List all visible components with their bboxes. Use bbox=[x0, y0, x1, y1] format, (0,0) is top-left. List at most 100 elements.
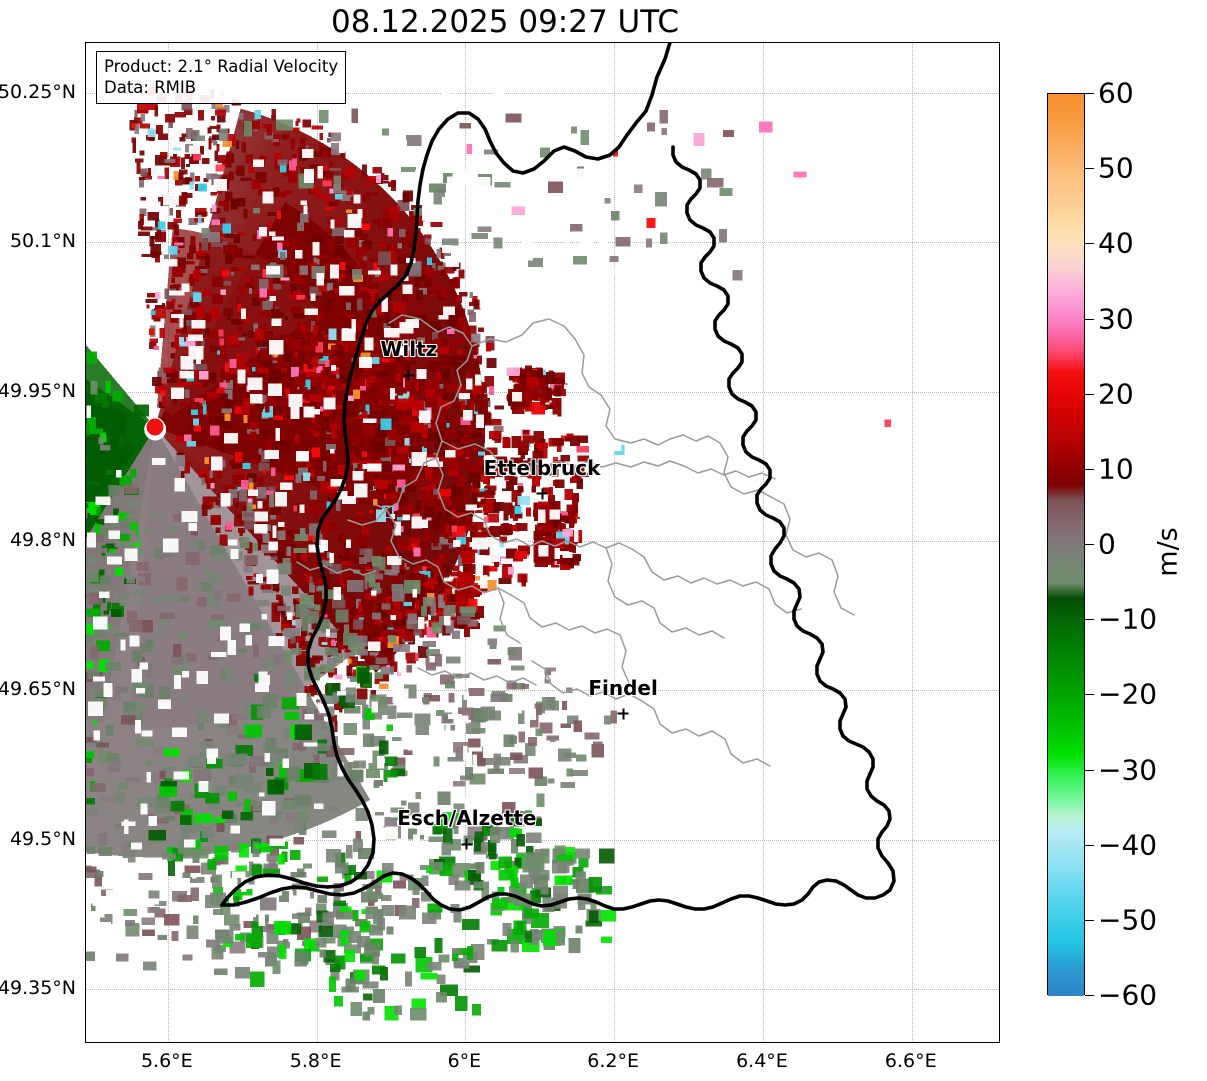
map-plot-area: Wiltz Ettelbruck Findel Esch/Alzette Produc… bbox=[86, 43, 999, 1042]
latitude-tick-label: 49.5°N bbox=[9, 827, 76, 850]
longitude-tick-label: 6.2°E bbox=[587, 1050, 640, 1072]
colorbar-segment bbox=[1048, 830, 1084, 861]
radar-site-marker bbox=[146, 418, 164, 436]
colorbar-tick bbox=[1085, 393, 1094, 395]
colorbar-tick-label: 20 bbox=[1098, 377, 1134, 411]
colorbar-tick-label: −10 bbox=[1098, 602, 1158, 636]
colorbar-segment bbox=[1048, 296, 1084, 312]
colorbar-segment bbox=[1048, 537, 1084, 561]
colorbar-segment bbox=[1048, 439, 1084, 463]
colorbar-segment bbox=[1048, 259, 1084, 275]
city-marker-findel bbox=[617, 708, 629, 720]
colorbar[interactable] bbox=[1047, 93, 1085, 996]
latitude-tick-label: 49.95°N bbox=[0, 379, 76, 402]
city-label-findel: Findel bbox=[588, 675, 658, 700]
colorbar-segment bbox=[1048, 372, 1084, 395]
colorbar-tick-label: 40 bbox=[1098, 226, 1134, 260]
city-label-ettelbruck: Ettelbruck bbox=[483, 455, 601, 480]
colorbar-segment bbox=[1048, 642, 1084, 673]
longitude-tick-label: 6.6°E bbox=[884, 1050, 937, 1072]
colorbar-segment bbox=[1048, 94, 1084, 125]
colorbar-tick-label: 30 bbox=[1098, 302, 1134, 335]
city-marker-ettelbruck bbox=[536, 488, 548, 500]
colorbar-tick-label: −20 bbox=[1098, 677, 1158, 711]
colorbar-tick bbox=[1085, 619, 1094, 621]
colorbar-segment bbox=[1048, 860, 1084, 891]
colorbar-title: m/s bbox=[1152, 527, 1184, 577]
colorbar-segment bbox=[1048, 980, 1084, 996]
colorbar-segment bbox=[1048, 499, 1084, 523]
colorbar-segment bbox=[1048, 815, 1084, 831]
colorbar-tick bbox=[1085, 995, 1094, 996]
colorbar-tick bbox=[1085, 769, 1094, 771]
colorbar-tick bbox=[1085, 844, 1094, 846]
colorbar-segment bbox=[1048, 357, 1084, 373]
colorbar-segment bbox=[1048, 672, 1084, 703]
colorbar-segment bbox=[1048, 342, 1084, 358]
colorbar-segment bbox=[1048, 732, 1084, 756]
latitude-tick-label: 50.1°N bbox=[9, 230, 76, 253]
colorbar-segment bbox=[1048, 327, 1084, 343]
page-title: 08.12.2025 09:27 UTC bbox=[331, 4, 679, 40]
colorbar-segment bbox=[1048, 214, 1084, 237]
colorbar-segment bbox=[1048, 124, 1084, 155]
product-line: Product: 2.1° Radial Velocity bbox=[104, 57, 339, 76]
colorbar-segment bbox=[1048, 184, 1084, 215]
colorbar-tick-label: −40 bbox=[1098, 828, 1158, 862]
latitude-tick-label: 50.25°N bbox=[0, 80, 76, 103]
colorbar-segment bbox=[1048, 484, 1084, 500]
city-label-wiltz: Wiltz bbox=[380, 337, 438, 362]
colorbar-tick bbox=[1085, 318, 1094, 320]
latitude-tick-label: 49.65°N bbox=[0, 678, 76, 701]
longitude-tick-label: 6°E bbox=[447, 1050, 482, 1072]
colorbar-segment bbox=[1048, 394, 1084, 418]
colorbar-segment bbox=[1048, 597, 1084, 621]
colorbar-segment bbox=[1048, 920, 1084, 944]
colorbar-segment bbox=[1048, 965, 1084, 981]
colorbar-segment bbox=[1048, 417, 1084, 440]
colorbar-tick-label: 60 bbox=[1098, 76, 1134, 110]
colorbar-segment bbox=[1048, 560, 1084, 583]
colorbar-segment bbox=[1048, 311, 1084, 327]
colorbar-tick-label: 10 bbox=[1098, 452, 1134, 486]
colorbar-tick bbox=[1085, 919, 1094, 921]
data-source-line: Data: RMIB bbox=[104, 78, 197, 98]
colorbar-segment bbox=[1048, 702, 1084, 733]
colorbar-segment bbox=[1048, 620, 1084, 643]
colorbar-segment bbox=[1048, 236, 1084, 260]
product-info-box: Product: 2.1° Radial Velocity Data: RMIB bbox=[96, 51, 347, 105]
colorbar-tick bbox=[1085, 544, 1094, 545]
longitude-tick-label: 5.8°E bbox=[289, 1050, 342, 1072]
colorbar-segment bbox=[1048, 274, 1084, 297]
colorbar-tick bbox=[1085, 93, 1094, 94]
colorbar-tick bbox=[1085, 168, 1094, 170]
colorbar-segment bbox=[1048, 522, 1084, 538]
colorbar-tick-label: −60 bbox=[1098, 978, 1158, 1012]
colorbar-segment bbox=[1048, 154, 1084, 185]
colorbar-segment bbox=[1048, 462, 1084, 485]
radar-echo-layer bbox=[86, 50, 891, 1021]
colorbar-segment bbox=[1048, 755, 1084, 778]
longitude-tick-label: 5.6°E bbox=[140, 1050, 193, 1072]
city-marker-wiltz bbox=[403, 369, 415, 381]
colorbar-tick-label: 50 bbox=[1098, 151, 1134, 185]
latitude-tick-label: 49.8°N bbox=[9, 529, 76, 551]
longitude-tick-label: 6.4°E bbox=[736, 1050, 788, 1072]
colorbar-tick bbox=[1085, 243, 1094, 245]
colorbar-tick bbox=[1085, 468, 1094, 470]
colorbar-tick bbox=[1085, 694, 1094, 696]
colorbar-segment bbox=[1048, 890, 1084, 921]
map-axes[interactable]: Wiltz Ettelbruck Findel Esch/Alzette Produc… bbox=[85, 42, 1000, 1043]
colorbar-gradient bbox=[1047, 93, 1085, 996]
colorbar-segment bbox=[1048, 778, 1084, 801]
colorbar-tick-label: 0 bbox=[1098, 527, 1116, 561]
latitude-tick-label: 49.35°N bbox=[0, 977, 76, 1000]
boundary-layer bbox=[220, 43, 896, 912]
colorbar-segment bbox=[1048, 582, 1084, 598]
city-marker-esch-alzette bbox=[461, 838, 473, 850]
colorbar-segment bbox=[1048, 800, 1084, 816]
city-label-esch-alzette: Esch/Alzette bbox=[397, 806, 537, 831]
colorbar-segment bbox=[1048, 943, 1084, 966]
colorbar-tick-label: −50 bbox=[1098, 903, 1158, 937]
